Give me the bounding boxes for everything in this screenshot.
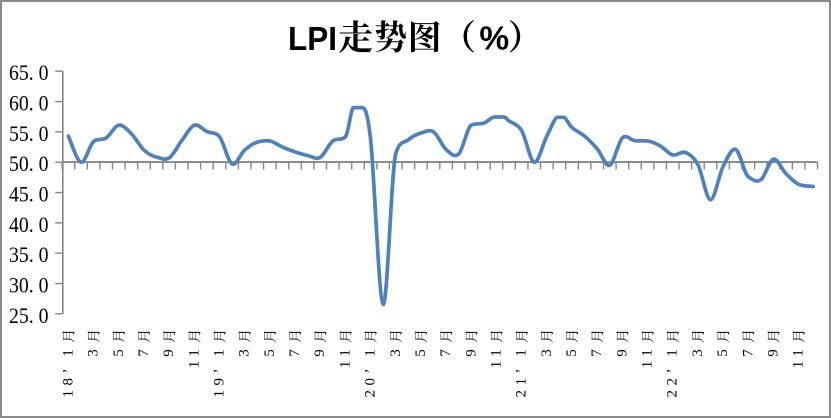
svg-text:19’ 1: 19’ 1 bbox=[211, 345, 227, 398]
svg-text:3: 3 bbox=[388, 345, 404, 357]
svg-text:25. 0: 25. 0 bbox=[9, 303, 49, 328]
svg-text:11: 11 bbox=[337, 345, 353, 368]
svg-text:3: 3 bbox=[86, 345, 102, 357]
svg-text:9: 9 bbox=[463, 345, 479, 357]
svg-text:9: 9 bbox=[765, 345, 781, 357]
svg-text:9: 9 bbox=[161, 345, 177, 357]
svg-text:40. 0: 40. 0 bbox=[9, 212, 49, 237]
svg-text:55. 0: 55. 0 bbox=[9, 121, 49, 146]
svg-text:11: 11 bbox=[791, 345, 807, 368]
svg-text:7: 7 bbox=[740, 345, 756, 357]
svg-text:7: 7 bbox=[438, 345, 454, 357]
svg-text:LPI: LPI bbox=[288, 21, 337, 58]
svg-text:11: 11 bbox=[488, 345, 504, 368]
svg-text:5: 5 bbox=[262, 345, 278, 357]
svg-text:5: 5 bbox=[715, 345, 731, 357]
svg-text:9: 9 bbox=[614, 345, 630, 357]
svg-text:7: 7 bbox=[589, 345, 605, 357]
svg-text:60. 0: 60. 0 bbox=[9, 91, 49, 116]
svg-text:3: 3 bbox=[237, 345, 253, 357]
svg-text:3: 3 bbox=[690, 345, 706, 357]
svg-text:7: 7 bbox=[287, 345, 303, 357]
svg-text:35. 0: 35. 0 bbox=[9, 242, 49, 267]
svg-text:%: % bbox=[479, 21, 509, 58]
svg-text:11: 11 bbox=[186, 345, 202, 368]
svg-text:50. 0: 50. 0 bbox=[9, 151, 49, 176]
svg-text:18’ 1: 18’ 1 bbox=[60, 345, 76, 398]
svg-text:22’ 1: 22’ 1 bbox=[665, 345, 681, 398]
svg-text:20’ 1: 20’ 1 bbox=[363, 345, 379, 398]
svg-text:7: 7 bbox=[136, 345, 152, 357]
svg-text:11: 11 bbox=[640, 345, 656, 368]
svg-text:45. 0: 45. 0 bbox=[9, 182, 49, 207]
svg-text:5: 5 bbox=[564, 345, 580, 357]
svg-text:9: 9 bbox=[312, 345, 328, 357]
svg-text:3: 3 bbox=[539, 345, 555, 357]
svg-text:21’ 1: 21’ 1 bbox=[514, 345, 530, 398]
svg-text:5: 5 bbox=[413, 345, 429, 357]
svg-text:5: 5 bbox=[111, 345, 127, 357]
svg-text:65. 0: 65. 0 bbox=[9, 60, 49, 85]
svg-text:30. 0: 30. 0 bbox=[9, 273, 49, 298]
